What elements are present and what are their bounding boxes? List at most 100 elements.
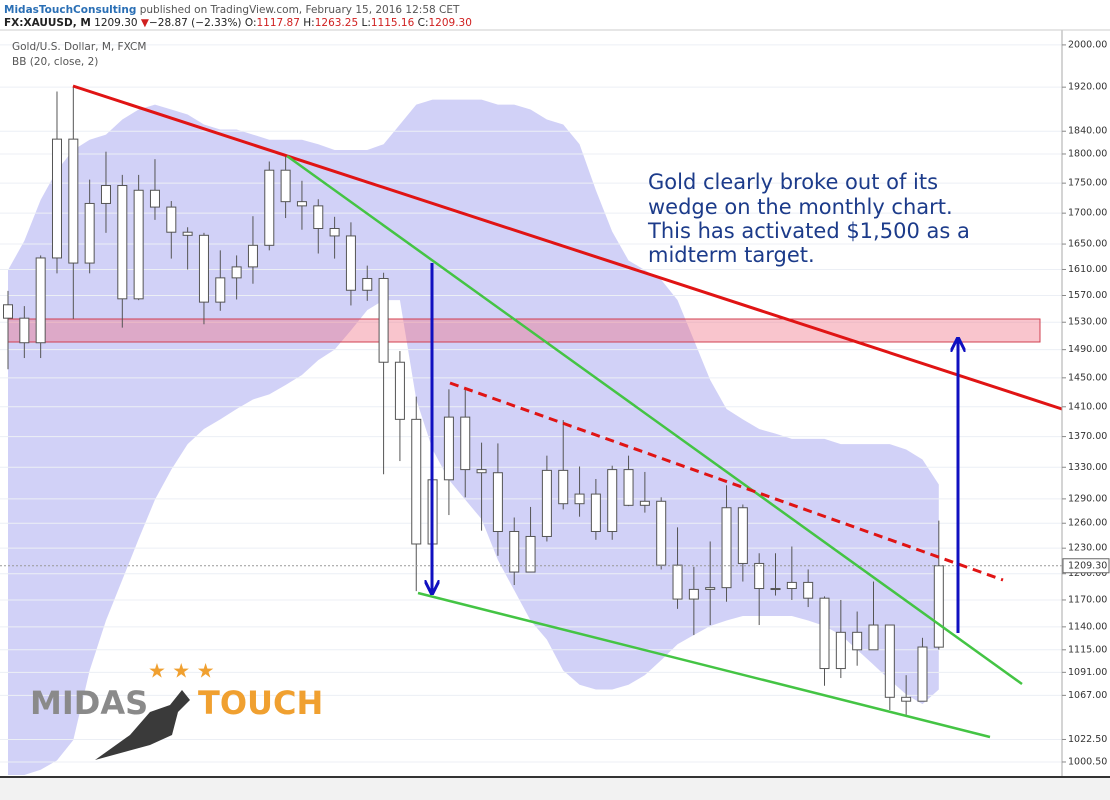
y-tick-label: 1530.00	[1068, 317, 1107, 328]
candle-body	[51, 138, 62, 259]
candle-body	[149, 189, 160, 208]
candle-body	[868, 624, 879, 651]
candle-body	[345, 235, 356, 291]
candle-body	[541, 469, 552, 537]
candle-body	[574, 493, 585, 505]
y-tick-label: 1140.00	[1068, 621, 1107, 632]
axis-layer: 2000.00 1920.00 1840.00 1800.00 1750.00 1700.…	[1062, 39, 1110, 767]
y-tick-label: 1330.00	[1068, 462, 1107, 473]
y-tick-label: 1170.00	[1068, 594, 1107, 605]
y-tick-label: 1091.00	[1068, 667, 1107, 678]
y-tick-label: 1260.00	[1068, 518, 1107, 529]
ohlc-key: L:	[361, 17, 370, 29]
candle-body	[509, 530, 520, 573]
last-price-box	[1062, 558, 1110, 574]
resistance-line	[72, 84, 1066, 412]
annotation-line: midterm target.	[648, 243, 815, 267]
candle-body	[19, 317, 30, 344]
y-tick-label: 1700.00	[1068, 208, 1107, 219]
candle-body	[3, 304, 13, 319]
candle-body	[198, 234, 209, 303]
candle-body	[100, 185, 111, 204]
y-tick-label: 1115.00	[1068, 644, 1107, 655]
candle-body	[35, 257, 46, 344]
axis-bg	[1062, 30, 1110, 778]
header-line-1: MidasTouchConsulting published on Tradin…	[4, 4, 460, 16]
candle-body	[182, 231, 193, 236]
logo-text: TOUCH	[198, 684, 323, 722]
y-tick-label: 1000.50	[1068, 756, 1107, 767]
y-tick-label: 2000.00	[1068, 39, 1107, 50]
candle-body	[558, 469, 569, 505]
candle-body	[68, 138, 79, 264]
candle-body	[329, 227, 340, 237]
annotation: Gold clearly broke out of its wedge on t…	[647, 170, 970, 267]
ohlc-value: 1117.87	[257, 17, 300, 29]
chart-title: Gold/U.S. Dollar, M, FXCM	[12, 41, 146, 53]
y-tick-label: 1610.00	[1068, 264, 1107, 275]
candle-body	[933, 565, 944, 648]
ohlc-value: 1263.25	[315, 17, 358, 29]
candle-body	[411, 418, 422, 545]
candle-body	[117, 185, 128, 300]
y-tick-label: 1800.00	[1068, 148, 1107, 159]
y-tick-label: 1750.00	[1068, 178, 1107, 189]
dashed-line	[449, 381, 1004, 582]
annotation-line: Gold clearly broke out of its	[648, 170, 938, 194]
candle-body	[590, 493, 601, 532]
candle-body	[672, 564, 683, 600]
candle-body	[460, 416, 471, 471]
change: −28.87 (−2.33%)	[149, 17, 242, 29]
candle-body	[737, 507, 748, 564]
candle-layer	[0, 86, 1062, 716]
ohlc-key: O:	[245, 17, 257, 29]
candle-body	[247, 244, 258, 268]
y-tick-label: 1370.00	[1068, 431, 1107, 442]
candle-body	[607, 469, 618, 532]
y-tick-label: 1490.00	[1068, 344, 1107, 355]
annotation-line: wedge on the monthly chart.	[648, 195, 953, 219]
wedge-upper	[286, 154, 1023, 686]
ohlc-key: C:	[418, 17, 429, 29]
watermark: ★ ★ ★ MIDAS TOUCH	[30, 659, 323, 760]
y-tick-label: 1650.00	[1068, 239, 1107, 250]
publisher: MidasTouchConsulting	[4, 4, 136, 16]
published: published on TradingView.com, February 1…	[140, 4, 460, 16]
candle-body	[705, 587, 716, 590]
symbol: FX:XAUUSD, M	[4, 17, 91, 29]
candle-body	[492, 472, 503, 532]
ohlc-value: 1115.16	[371, 17, 415, 29]
y-tick-label: 1200.00	[1068, 568, 1107, 579]
arrow: ▼	[141, 17, 150, 29]
candle-body	[754, 562, 765, 590]
candle-body	[786, 581, 797, 590]
candle-body	[296, 201, 307, 207]
y-tick-label: 1410.00	[1068, 401, 1107, 412]
candle-body	[476, 469, 487, 474]
logo-text: MIDAS	[30, 684, 148, 722]
candle-body	[443, 416, 454, 481]
header-bg	[0, 0, 1110, 30]
wedge-lower	[417, 591, 991, 739]
candle-body	[280, 169, 291, 203]
target-zone	[7, 318, 1041, 343]
y-tick-label: 1290.00	[1068, 493, 1107, 504]
candle-body	[166, 206, 177, 233]
candle-body	[917, 646, 928, 702]
annotation-line: This has activated $1,500 as a	[647, 219, 970, 243]
candle-body	[835, 631, 846, 670]
y-tick-label: 1840.00	[1068, 126, 1107, 137]
candle-body	[852, 631, 863, 651]
candle-body	[770, 588, 781, 591]
candle-body	[215, 277, 226, 303]
y-tick-label: 1450.00	[1068, 372, 1107, 383]
candle-body	[819, 597, 830, 670]
candle-body	[688, 588, 699, 600]
candle-body	[378, 278, 389, 363]
candle-body	[623, 469, 634, 506]
candle-body	[264, 169, 275, 246]
candle-body	[721, 507, 732, 589]
candle-body	[133, 189, 144, 300]
header-line-2: FX:XAUUSD, M 1209.30 ▼−28.87 (−2.33%) O:…	[4, 17, 472, 29]
